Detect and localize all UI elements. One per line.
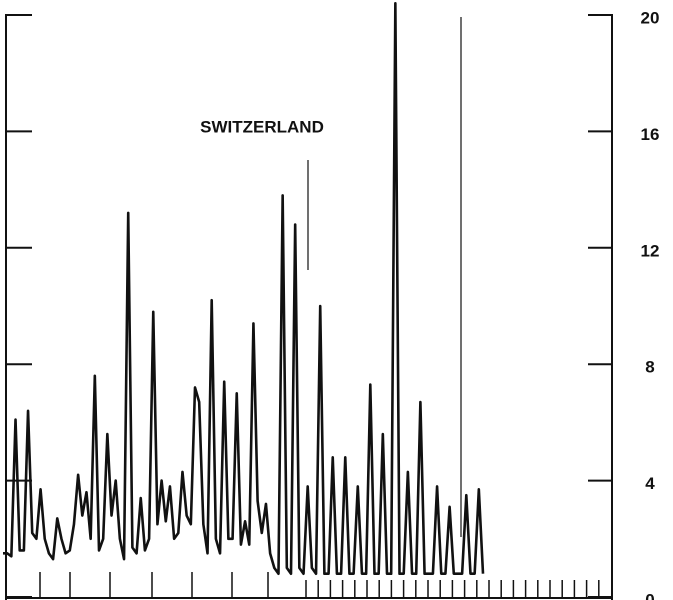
y-tick-label: 20 bbox=[641, 8, 660, 27]
chart-title: SWITZERLAND bbox=[200, 117, 324, 136]
data-line bbox=[3, 2, 485, 576]
y-tick-label: 16 bbox=[641, 125, 660, 144]
y-tick-label: 8 bbox=[645, 358, 654, 377]
y-tick-label: 12 bbox=[641, 241, 660, 260]
y-tick-label: 0 bbox=[645, 590, 654, 600]
y-tick-label: 4 bbox=[645, 474, 655, 493]
